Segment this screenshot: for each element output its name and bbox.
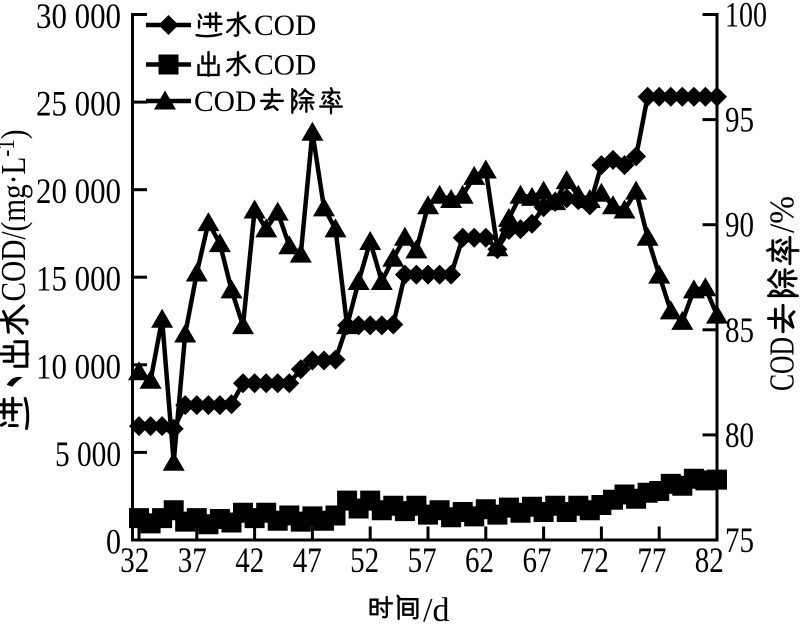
svg-text:10 000: 10 000 — [36, 346, 121, 386]
svg-text:/d: /d — [423, 592, 449, 628]
svg-text:COD: COD — [763, 337, 800, 391]
svg-text:57: 57 — [408, 540, 437, 580]
svg-text:75: 75 — [725, 520, 754, 560]
svg-text:15 000: 15 000 — [36, 259, 121, 299]
svg-text:67: 67 — [523, 540, 552, 580]
svg-text:85: 85 — [725, 310, 754, 350]
svg-text:52: 52 — [350, 540, 379, 580]
svg-text:COD: COD — [254, 50, 316, 82]
svg-text:72: 72 — [580, 540, 609, 580]
svg-text:COD: COD — [254, 10, 316, 42]
svg-text:77: 77 — [637, 540, 666, 580]
svg-text:30 000: 30 000 — [36, 0, 121, 36]
svg-text:/%: /% — [763, 196, 800, 233]
svg-text:80: 80 — [725, 415, 754, 455]
svg-text:20 000: 20 000 — [36, 171, 121, 211]
svg-text:0: 0 — [106, 522, 121, 562]
svg-text:95: 95 — [725, 100, 754, 140]
svg-text:25 000: 25 000 — [36, 84, 121, 124]
svg-text:5 000: 5 000 — [55, 434, 121, 474]
svg-text:42: 42 — [235, 540, 264, 580]
svg-text:32: 32 — [120, 540, 149, 580]
svg-text:100: 100 — [725, 0, 767, 35]
svg-text:90: 90 — [725, 205, 754, 245]
svg-text:COD: COD — [194, 86, 256, 118]
svg-text:82: 82 — [695, 540, 724, 580]
svg-text:37: 37 — [178, 540, 207, 580]
svg-text:47: 47 — [293, 540, 322, 580]
svg-text:62: 62 — [465, 540, 494, 580]
